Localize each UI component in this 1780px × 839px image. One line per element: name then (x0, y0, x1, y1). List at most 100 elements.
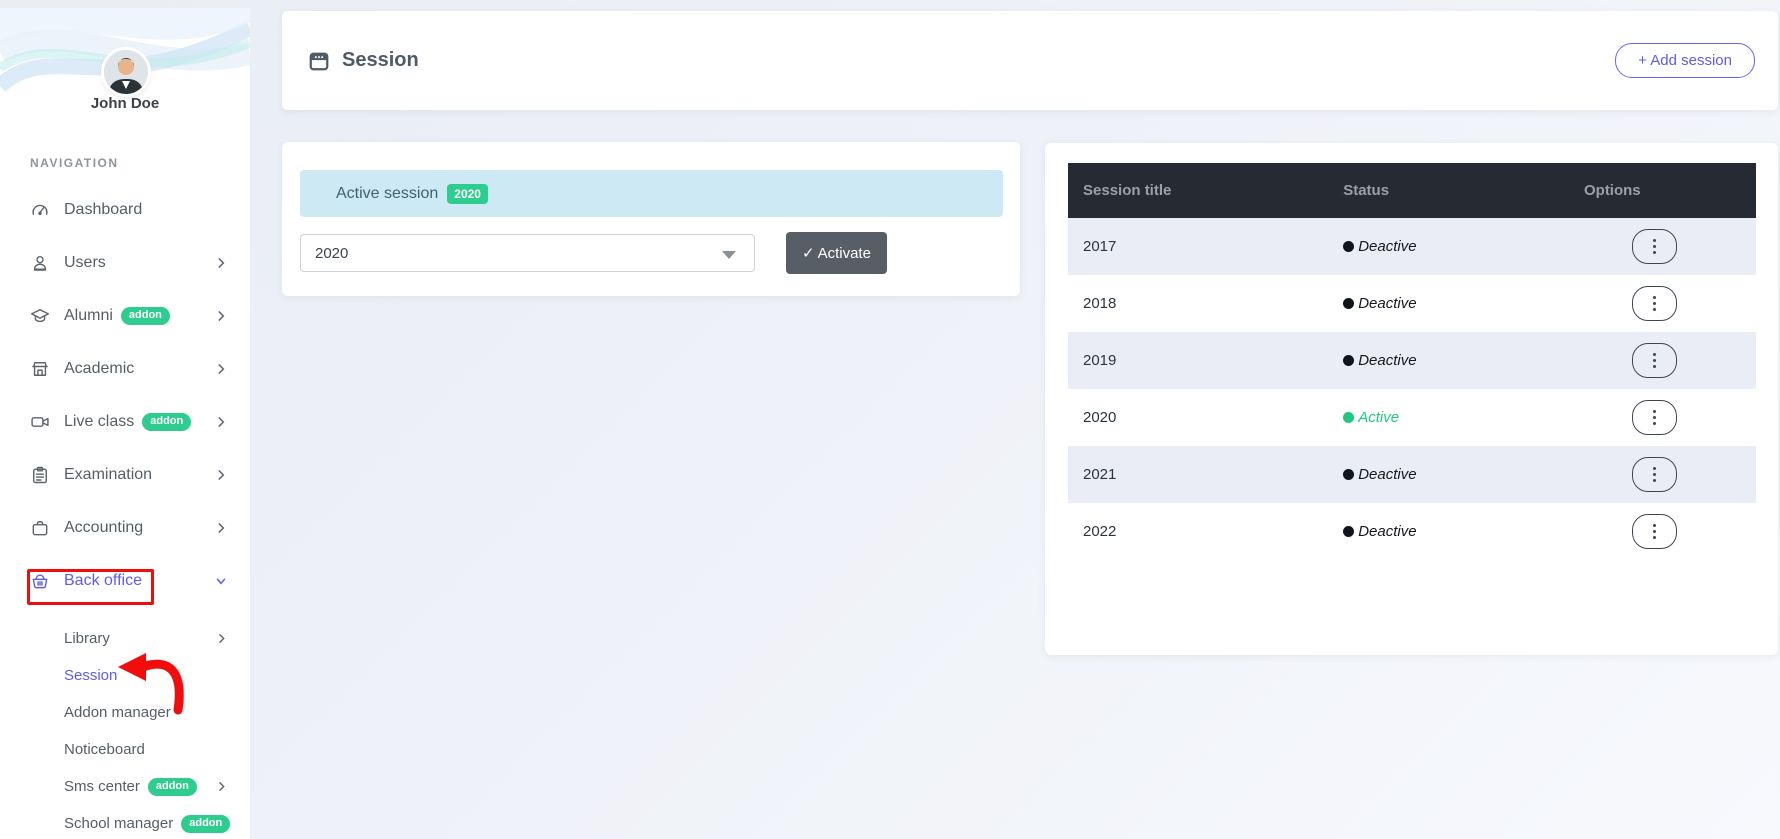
addon-badge: addon (147, 777, 197, 796)
row-options-button[interactable] (1631, 400, 1677, 435)
sidebar-item-label: Back office (64, 571, 142, 589)
row-options-button[interactable] (1631, 229, 1677, 264)
table-row: 2021 Deactive (1068, 446, 1756, 503)
page-title: Session (308, 49, 419, 72)
chevron-right-icon (215, 632, 228, 645)
chevron-right-icon (215, 780, 228, 793)
briefcase-icon (30, 518, 50, 538)
column-header-status: Status (1343, 163, 1584, 218)
nav-list: Dashboard Users Alumni addon (0, 183, 250, 607)
submenu-item-label: School manager (64, 815, 174, 832)
status-badge: Deactive (1343, 295, 1584, 312)
table-row: 2022 Deactive (1068, 503, 1756, 560)
chevron-right-icon (214, 521, 228, 535)
status-badge: Deactive (1343, 523, 1584, 540)
status-badge: Deactive (1343, 466, 1584, 483)
session-title-cell: 2020 (1083, 409, 1117, 426)
chevron-right-icon (214, 468, 228, 482)
active-session-label: Active session (336, 184, 439, 202)
sidebar-item-live-class[interactable]: Live class addon (0, 395, 250, 448)
sidebar-item-label: Dashboard (64, 200, 143, 218)
submenu-item-label: Addon manager (64, 704, 171, 721)
table-row: 2018 Deactive (1068, 275, 1756, 332)
activate-button-label: Activate (817, 244, 871, 262)
activation-panel: Active session 2020 2020 ✓ Activate (282, 142, 1020, 296)
table-header-row: Session title Status Options (1068, 163, 1756, 218)
avatar (104, 50, 148, 94)
sidebar-item-accounting[interactable]: Accounting (0, 501, 250, 554)
user-name: John Doe (90, 95, 160, 112)
submenu-item-library[interactable]: Library (0, 620, 250, 657)
sidebar-item-label: Alumni (64, 306, 113, 324)
add-session-button[interactable]: + Add session (1615, 43, 1755, 78)
sidebar-item-users[interactable]: Users (0, 236, 250, 289)
sidebar-item-label: Academic (64, 359, 135, 377)
sidebar-item-academic[interactable]: Academic (0, 342, 250, 395)
status-badge: Deactive (1343, 352, 1584, 369)
status-dot-icon (1343, 469, 1355, 480)
active-session-alert: Active session 2020 (300, 170, 1003, 217)
status-badge: Active (1343, 409, 1584, 426)
column-header-options: Options (1583, 163, 1756, 218)
submenu-item-sms-center[interactable]: Sms center addon (0, 768, 250, 805)
column-header-session-title: Session title (1068, 163, 1344, 218)
sidebar-wave-decoration (0, 8, 250, 108)
session-select[interactable]: 2020 (300, 234, 755, 272)
sidebar-item-label: Live class (64, 412, 135, 430)
table-row: 2017 Deactive (1068, 218, 1756, 275)
addon-badge: addon (142, 412, 192, 431)
row-options-button[interactable] (1631, 343, 1677, 378)
activate-button[interactable]: ✓ Activate (786, 232, 887, 274)
status-badge: Deactive (1343, 238, 1584, 255)
sidebar-item-label: Accounting (64, 518, 144, 536)
row-options-button[interactable] (1631, 286, 1677, 321)
nav-section-label: NAVIGATION (30, 156, 119, 170)
sidebar-item-alumni[interactable]: Alumni addon (0, 289, 250, 342)
chevron-right-icon (214, 256, 228, 270)
check-icon: ✓ (802, 245, 815, 262)
submenu-item-label: Session (64, 667, 118, 684)
session-title-cell: 2018 (1083, 295, 1117, 312)
sidebar-item-label: Examination (64, 465, 153, 483)
user-icon (30, 253, 50, 273)
addon-badge: addon (181, 814, 231, 833)
status-dot-icon (1343, 298, 1355, 309)
table-row: 2019 Deactive (1068, 332, 1756, 389)
sidebar-item-examination[interactable]: Examination (0, 448, 250, 501)
chevron-down-icon (214, 574, 228, 588)
page-header-card: Session + Add session (282, 11, 1778, 110)
sidebar-item-dashboard[interactable]: Dashboard (0, 183, 250, 236)
chevron-right-icon (214, 415, 228, 429)
page-title-text: Session (342, 49, 419, 71)
status-dot-icon (1343, 526, 1355, 537)
submenu-item-label: Library (64, 630, 110, 647)
session-title-cell: 2017 (1083, 238, 1117, 255)
session-title-cell: 2019 (1083, 352, 1117, 369)
submenu-item-session[interactable]: Session (0, 657, 250, 694)
submenu-item-label: Sms center (64, 778, 140, 795)
storefront-icon (30, 359, 50, 379)
session-select-value: 2020 (315, 244, 349, 262)
gauge-icon (30, 200, 50, 220)
row-options-button[interactable] (1631, 514, 1677, 549)
back-office-submenu: Library Session Addon manager Noticeboar… (0, 620, 250, 839)
status-dot-icon (1343, 241, 1355, 252)
submenu-item-school-manager[interactable]: School manager addon (0, 805, 250, 839)
table-row-active-session: 2020 Active (1068, 389, 1756, 446)
submenu-item-addon-manager[interactable]: Addon manager (0, 694, 250, 731)
sessions-table-card: Session title Status Options 2017 Deacti… (1045, 143, 1778, 655)
row-options-button[interactable] (1631, 457, 1677, 492)
submenu-item-label: Noticeboard (64, 741, 145, 758)
sidebar-item-back-office[interactable]: Back office (0, 554, 250, 607)
clipboard-icon (30, 465, 50, 485)
sidebar-item-label: Users (64, 253, 106, 271)
addon-badge: addon (120, 306, 170, 325)
select-caret-icon (722, 251, 736, 259)
status-dot-icon (1343, 412, 1355, 423)
chevron-right-icon (214, 309, 228, 323)
sessions-table: Session title Status Options 2017 Deacti… (1068, 163, 1756, 560)
graduation-cap-icon (30, 306, 50, 326)
submenu-item-noticeboard[interactable]: Noticeboard (0, 731, 250, 768)
calendar-icon (308, 50, 330, 72)
status-dot-icon (1343, 355, 1355, 366)
